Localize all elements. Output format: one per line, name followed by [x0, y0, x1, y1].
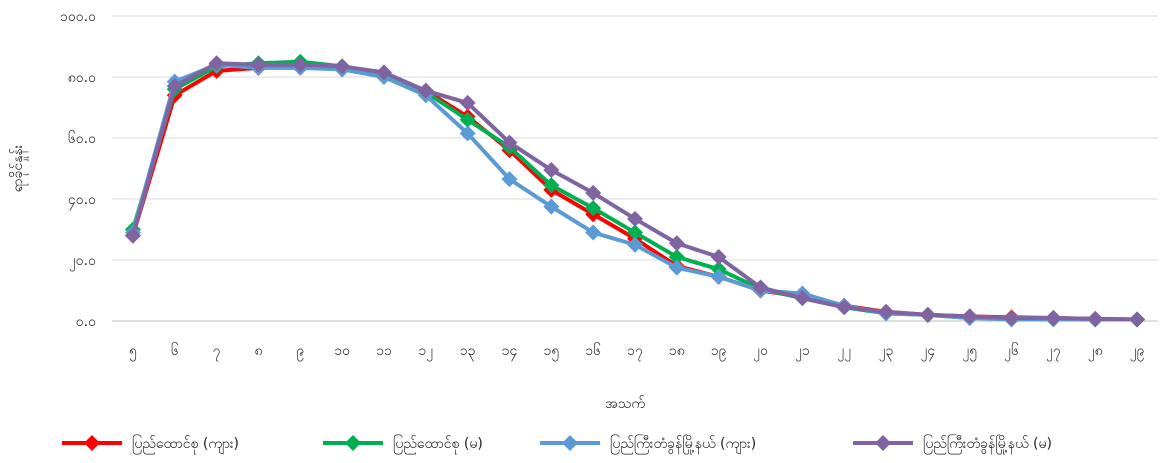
data-point: [501, 134, 518, 151]
data-point: [208, 55, 225, 72]
data-point: [627, 210, 643, 227]
x-axis-title: အသက်: [605, 396, 645, 412]
x-tick-label: ၅: [129, 343, 137, 361]
legend-label: ပြည်ကြီးတံခွန်မြို့နယ် (ကျား): [610, 435, 756, 454]
x-tick-label: ၁၃: [460, 343, 476, 361]
x-tick-label: ၁၀: [334, 343, 350, 359]
data-point: [1129, 311, 1146, 328]
data-point: [543, 198, 560, 215]
y-tick-label: ၂၀.၀: [69, 253, 96, 271]
y-tick-label: ၆၀.၀: [68, 131, 96, 147]
data-point: [459, 111, 476, 128]
data-point: [459, 94, 476, 111]
data-point: [543, 162, 560, 179]
series-3: [124, 55, 1146, 328]
x-tick-label: ၂၇: [1046, 343, 1061, 361]
x-tick-label: ၁၇: [627, 343, 643, 361]
x-tick-label: ၂၀: [753, 343, 768, 361]
y-axis-title: ရာခိုင်နှုန်း: [10, 144, 28, 192]
data-point: [417, 82, 434, 99]
data-point: [1003, 309, 1020, 326]
series-2: [124, 56, 1146, 328]
x-tick-label: ၁၅: [543, 343, 559, 361]
data-point: [836, 299, 853, 316]
data-point: [166, 78, 183, 95]
data-point: [710, 248, 727, 265]
data-point: [459, 125, 476, 142]
series-lines: [124, 53, 1146, 328]
legend-entry-3: ပြည်ကြီးတံခွန်မြို့နယ် (မ): [853, 435, 1052, 454]
data-point: [961, 308, 978, 325]
data-point: [292, 56, 309, 73]
legend: ပြည်ထောင်စု (ကျား) ပြည်ထောင်စု (မ) ပြည်ကြီ…: [62, 435, 1052, 454]
legend-label: ပြည်ထောင်စု (ကျား): [132, 435, 239, 454]
data-point: [710, 268, 727, 285]
data-point: [919, 306, 936, 323]
data-point: [1087, 310, 1104, 327]
data-point: [375, 64, 392, 81]
data-point: [585, 200, 602, 217]
data-point: [543, 177, 560, 194]
x-tick-label: ၂၂: [837, 343, 851, 361]
x-tick-label: ၂၈: [1088, 343, 1103, 361]
x-tick-label: ၆: [171, 343, 179, 359]
legend-entry-0: ပြည်ထောင်စု (ကျား): [62, 435, 239, 454]
data-point: [1045, 309, 1062, 326]
y-tick-label: ၀.၀: [76, 314, 96, 330]
data-point: [250, 56, 267, 73]
data-point: [501, 171, 518, 188]
data-point: [794, 290, 811, 307]
data-point: [124, 227, 141, 244]
x-tick-label: ၈: [254, 343, 262, 359]
tick-labels: ၀.၀ ၂၀.၀ ၄၀.၀ ၆၀.၀ ၈၀.၀ ၁၀၀.၀၅ ၆ ၇ ၈ ၉ ၁၀ ၁၁ ၁၂ ၁၃ ၁၄ ၁…: [60, 9, 1145, 361]
x-tick-label: ၇: [213, 343, 221, 361]
data-point: [585, 184, 602, 201]
legend-entry-1: ပြည်ထောင်စု (မ): [323, 435, 483, 454]
y-tick-label: ၁၀၀.၀: [60, 9, 96, 25]
x-tick-label: ၂၃: [879, 343, 894, 361]
x-tick-label: ၂၁: [795, 343, 810, 361]
legend-label: ပြည်ထောင်စု (မ): [393, 435, 483, 454]
x-tick-label: ၁၁: [376, 343, 392, 359]
legend-marker: [875, 435, 891, 451]
x-tick-label: ၁၂: [418, 343, 433, 361]
series-line: [130, 61, 1138, 322]
data-point: [878, 303, 895, 320]
x-tick-label: ၂၆: [1004, 343, 1019, 361]
x-tick-label: ၉: [296, 343, 304, 361]
x-tick-label: ၁၄: [502, 343, 518, 361]
legend-marker: [345, 435, 361, 451]
data-point: [668, 235, 685, 252]
data-point: [668, 248, 685, 265]
series-line: [130, 62, 1138, 322]
series-1: [124, 53, 1146, 328]
data-point: [334, 58, 351, 75]
legend-marker: [562, 435, 578, 451]
legend-label: ပြည်ကြီးတံခွန်မြို့နယ် (မ): [923, 435, 1052, 454]
x-tick-label: ၁၉: [711, 343, 727, 361]
x-tick-label: ၁၆: [585, 343, 601, 359]
data-point: [627, 224, 643, 241]
legend-entry-2: ပြည်ကြီးတံခွန်မြို့နယ် (ကျား): [540, 435, 756, 454]
series-0: [124, 58, 1146, 328]
y-tick-label: ၈၀.၀: [68, 70, 96, 86]
data-point: [627, 236, 643, 253]
data-point: [668, 259, 685, 276]
x-tick-label: ၂၉: [1130, 343, 1145, 361]
x-tick-label: ၂၄: [920, 343, 935, 361]
series-line: [131, 59, 1138, 322]
series-line: [131, 64, 1138, 322]
data-point: [585, 224, 602, 241]
x-tick-label: ၁၈: [669, 343, 685, 359]
x-tick-label: ၂၅: [962, 343, 977, 361]
y-tick-label: ၄၀.၀: [68, 192, 96, 210]
data-point: [752, 279, 769, 296]
legend-marker: [84, 435, 100, 451]
